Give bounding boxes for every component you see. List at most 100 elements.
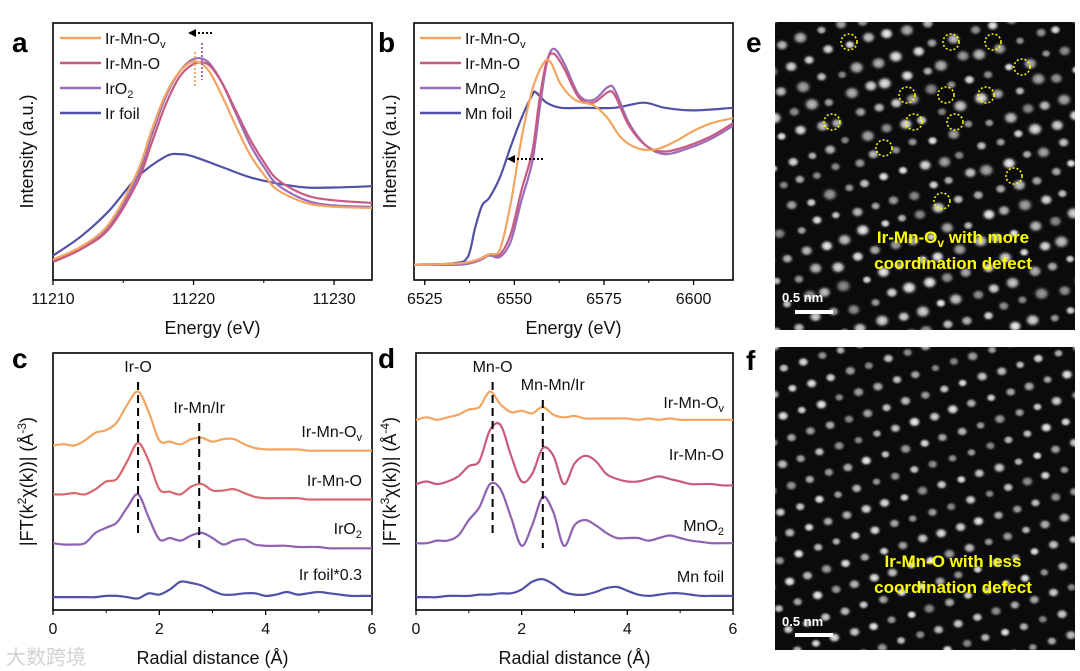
lattice-spot (986, 230, 1005, 246)
lattice-spot (876, 593, 891, 606)
lattice-spot (1038, 567, 1051, 578)
lattice-spot (842, 84, 862, 102)
lattice-spot (777, 362, 791, 374)
lattice-spot (993, 182, 1008, 195)
lattice-spot (985, 281, 1002, 296)
lattice-spot (796, 355, 811, 369)
lattice-spot (775, 437, 780, 449)
lattice-spot (970, 288, 987, 302)
lattice-spot (946, 291, 966, 308)
defect-circle-icon (823, 113, 841, 131)
series-label: Ir-Mn-Ov (663, 395, 724, 415)
chart-panel-d: 0 2 4 6 Radial distance (Å) |FT(k3χ(k))| (Å-4… (378, 352, 738, 668)
lattice-spot (775, 109, 785, 127)
lattice-spot (1010, 503, 1025, 515)
lattice-spot (1045, 635, 1059, 647)
lattice-spot (929, 249, 947, 264)
lattice-spot (895, 212, 909, 224)
legend-label: Ir-Mn-Ov (105, 31, 166, 51)
series-line-iro2 (52, 56, 373, 262)
lattice-spot (972, 467, 987, 480)
lattice-spot (783, 198, 800, 212)
lattice-spot (775, 84, 789, 99)
lattice-spot (859, 29, 878, 45)
lattice-spot (899, 279, 919, 296)
lattice-spot (915, 531, 931, 545)
panel-letter-f: f (746, 345, 756, 376)
lattice-spot (955, 474, 968, 485)
lattice-spot (1014, 359, 1027, 370)
lattice-spot (818, 337, 831, 348)
lattice-spot (775, 554, 787, 567)
lattice-spot (1003, 386, 1018, 398)
lattice-spot (833, 22, 850, 32)
lattice-spot (980, 261, 997, 275)
lattice-spot (1055, 188, 1069, 200)
scale-bar-label-f: 0.5 nm (782, 614, 823, 629)
x-axis-label: Energy (eV) (164, 318, 260, 338)
lattice-spot (790, 29, 810, 46)
lattice-spot (1023, 332, 1038, 345)
lattice-spot (870, 380, 886, 393)
y-axis-label: Intensity (a.u.) (380, 94, 400, 208)
lattice-spot (835, 69, 849, 81)
lattice-spot (846, 577, 862, 591)
lattice-spot (1036, 613, 1050, 625)
lattice-spot (1052, 348, 1065, 359)
lattice-spot (813, 398, 829, 411)
lattice-spot (775, 275, 783, 287)
lattice-spot (954, 48, 972, 64)
lattice-spot (1046, 214, 1064, 229)
lattice-spot (1013, 35, 1027, 47)
lattice-spot (925, 506, 940, 519)
lattice-spot (1019, 474, 1036, 489)
lattice-spot (846, 59, 867, 76)
series-line-mn-foil (415, 577, 733, 599)
lattice-spot (924, 231, 938, 243)
lattice-spot (1008, 647, 1019, 650)
defect-circle-icon (933, 192, 951, 210)
lattice-spot (1026, 263, 1044, 279)
lattice-spot (1003, 274, 1022, 291)
x-tick-label: 2 (155, 621, 164, 638)
lattice-spot (833, 392, 846, 403)
y-axis-label: |FT(k3χ(k))| (Å-4) (378, 417, 400, 546)
tem-f-caption-line1: Ir-Mn-O with less (885, 552, 1022, 571)
lattice-spot (1031, 450, 1044, 462)
lattice-spot (888, 422, 903, 435)
lattice-spot (962, 73, 977, 86)
lattice-spot (857, 177, 872, 190)
lattice-spot (1063, 628, 1075, 642)
lattice-spot (970, 328, 981, 330)
x-tick-label: 0 (49, 621, 58, 638)
lattice-spot (983, 440, 998, 452)
lattice-spot (869, 55, 889, 72)
lattice-spot (1013, 406, 1027, 419)
lattice-spot (906, 189, 923, 203)
lattice-spot (822, 142, 839, 157)
lattice-spot (867, 524, 883, 537)
x-axis-label: Energy (eV) (525, 318, 621, 338)
lattice-spot (989, 556, 1004, 569)
lattice-spot (970, 232, 991, 250)
lattice-spot (814, 70, 829, 83)
defect-circle-icon (946, 113, 964, 131)
tem-e-caption-line1: Ir-Mn-Ov with more (877, 228, 1029, 250)
arrowhead-icon (188, 29, 196, 37)
lattice-spot (987, 652, 1001, 664)
lattice-spot (1055, 657, 1068, 668)
lattice-spot (963, 493, 978, 506)
lattice-spot (786, 105, 802, 119)
lattice-spot (1038, 192, 1055, 207)
lattice-spot (934, 297, 948, 309)
lattice-spot (813, 118, 832, 134)
series-line-mn-foil (413, 90, 734, 266)
lattice-spot (862, 360, 876, 372)
lattice-spot (905, 136, 920, 148)
lattice-spot (1005, 347, 1016, 349)
lattice-spot (853, 222, 872, 238)
lattice-spot (961, 165, 979, 180)
lattice-spot (826, 631, 843, 644)
lattice-spot (1019, 101, 1037, 116)
lattice-spot (822, 419, 838, 432)
